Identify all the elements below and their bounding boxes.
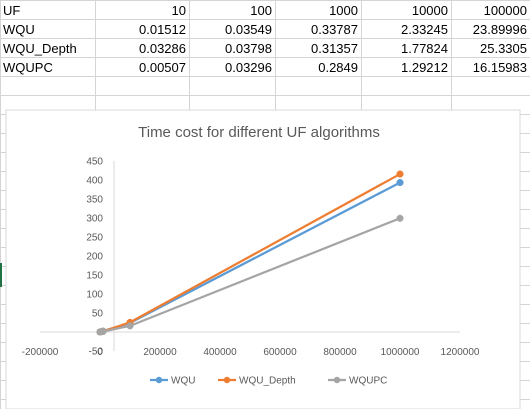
legend-item: WQU_Depth <box>218 376 296 387</box>
x-axis-tick-labels: -200000 0 200000 400000 600000 800000 1000000 1… <box>22 347 480 358</box>
data-point[interactable] <box>99 327 107 336</box>
table-cell[interactable]: 0.33787 <box>311 22 358 37</box>
table-cell[interactable]: 0.2849 <box>318 60 358 75</box>
table-cell[interactable]: 0.03549 <box>225 22 272 37</box>
data-point[interactable] <box>396 214 404 222</box>
table-cell[interactable]: 23.89996 <box>473 22 527 37</box>
cell-selection-marker <box>0 263 2 287</box>
series-wqupc[interactable] <box>96 214 404 336</box>
table-cell[interactable]: 1.77824 <box>401 41 448 56</box>
header-cell[interactable]: 1000 <box>329 3 358 18</box>
data-point[interactable] <box>126 322 134 330</box>
y-tick-label: 150 <box>86 271 103 282</box>
series-layer <box>96 170 404 336</box>
header-cell[interactable]: UF <box>3 3 20 18</box>
x-tick-label: 0 <box>97 347 103 358</box>
chart-title[interactable]: Time cost for different UF algorithms <box>138 124 380 141</box>
table-cell[interactable]: 0.03286 <box>139 41 186 56</box>
table-cell[interactable]: 0.00507 <box>139 60 186 75</box>
data-table: UF101001000100001000001000000WQU0.015120… <box>3 3 527 75</box>
header-cell[interactable]: 100000 <box>484 3 527 18</box>
y-tick-label: 100 <box>86 290 103 301</box>
y-tick-label: 200 <box>86 252 103 263</box>
legend-item: WQU <box>150 376 195 387</box>
chart-area[interactable] <box>5 109 521 409</box>
x-tick-label: 600000 <box>263 347 297 358</box>
y-axis-tick-labels: -500 50 100 150 200 250 300 350 400 450 <box>86 157 103 358</box>
header-cell[interactable]: 10000 <box>412 3 448 18</box>
data-point[interactable] <box>396 170 404 178</box>
y-tick-label: 450 <box>86 157 103 168</box>
x-tick-label: 400000 <box>203 347 237 358</box>
legend-label: WQU <box>171 376 195 387</box>
y-tick-label: 250 <box>86 233 103 244</box>
plot-area: -500 50 100 150 200 250 300 350 400 450 -200000 0 2… <box>22 157 480 359</box>
table-cell[interactable]: WQU <box>3 22 35 37</box>
x-tick-label: 1200000 <box>441 347 480 358</box>
table-cell[interactable]: WQU_Depth <box>3 41 77 56</box>
legend-item: WQUPC <box>328 376 387 387</box>
table-cell[interactable]: 0.01512 <box>139 22 186 37</box>
legend-swatch-marker <box>333 376 341 384</box>
data-point[interactable] <box>396 179 404 187</box>
y-tick-label: 300 <box>86 214 103 225</box>
table-cell[interactable]: 0.03798 <box>225 41 272 56</box>
header-cell[interactable]: 100 <box>250 3 272 18</box>
header-cell[interactable]: 10 <box>172 3 186 18</box>
chart-legend: WQU WQU_Depth WQUPC <box>150 376 387 387</box>
table-cell[interactable]: 0.31357 <box>311 41 358 56</box>
legend-swatch-marker <box>223 376 231 384</box>
table-cell[interactable]: 0.03296 <box>225 60 272 75</box>
x-tick-label: -200000 <box>22 347 59 358</box>
legend-label: WQUPC <box>349 376 387 387</box>
chart-object[interactable]: Time cost for different UF algorithms -5… <box>5 109 521 409</box>
y-tick-label: 350 <box>86 195 103 206</box>
y-tick-label: -50 <box>89 347 104 358</box>
y-tick-label: 400 <box>86 176 103 187</box>
table-cell[interactable]: WQUPC <box>3 60 53 75</box>
table-cell[interactable]: 1.29212 <box>401 60 448 75</box>
x-tick-label: 1000000 <box>381 347 420 358</box>
legend-swatch-marker <box>155 376 163 384</box>
x-tick-label: 200000 <box>143 347 177 358</box>
table-cell[interactable]: 25.3305 <box>480 41 527 56</box>
y-tick-label: 50 <box>92 309 104 320</box>
x-tick-label: 800000 <box>323 347 357 358</box>
table-cell[interactable]: 2.33245 <box>401 22 448 37</box>
legend-label: WQU_Depth <box>239 376 296 387</box>
table-cell[interactable]: 16.15983 <box>473 60 527 75</box>
